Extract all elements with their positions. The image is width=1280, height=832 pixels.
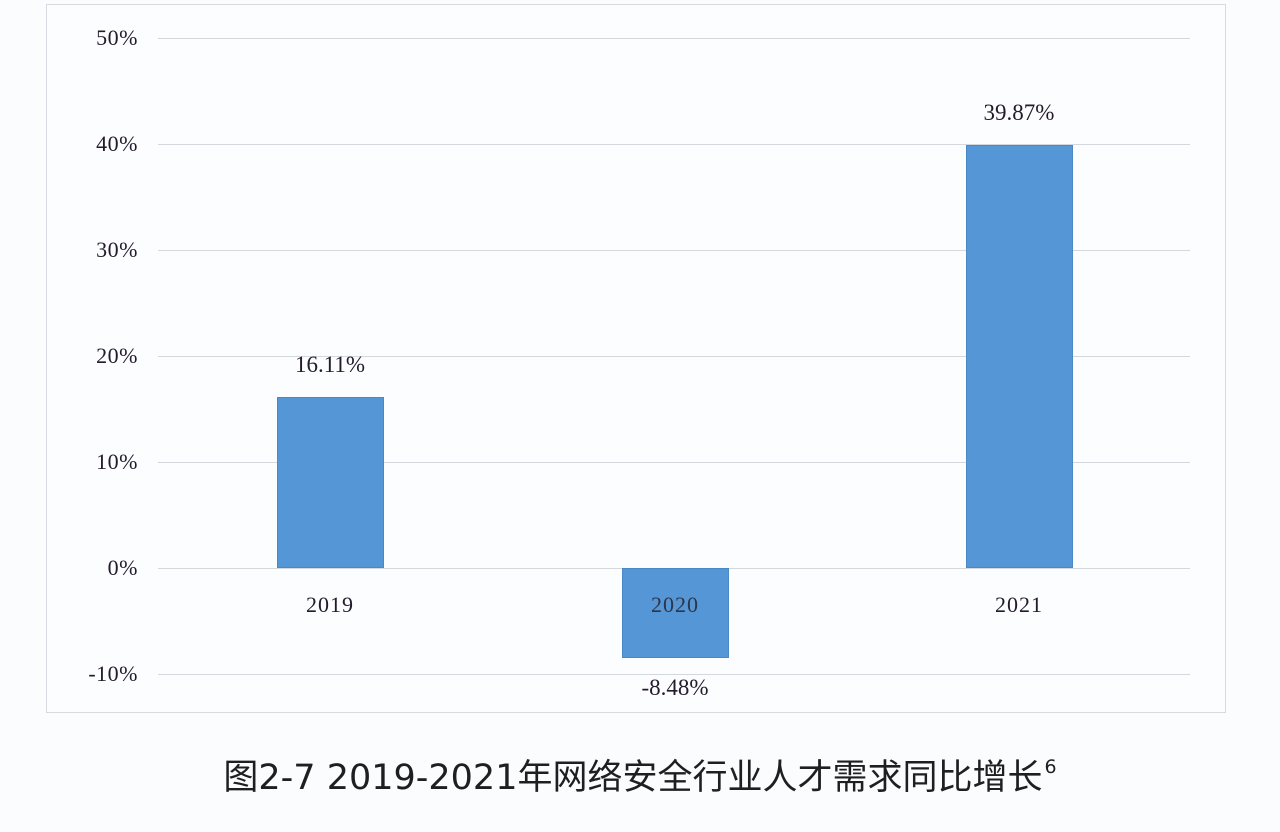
gridline — [158, 38, 1190, 39]
bar-2021 — [965, 145, 1073, 568]
y-tick-label: 30% — [96, 237, 138, 262]
y-tick-label: -10% — [88, 661, 138, 686]
y-tick-label: 40% — [96, 131, 138, 156]
y-tick-label: 50% — [96, 25, 138, 50]
data-label-2019: 16.11% — [294, 352, 366, 377]
gridline — [158, 674, 1190, 675]
bar-2019 — [276, 397, 384, 568]
gridline — [158, 356, 1190, 357]
x-tick-2021: 2021 — [995, 592, 1043, 617]
gridline — [158, 250, 1190, 251]
bar-2020 — [621, 568, 729, 658]
y-tick-label: 20% — [96, 343, 138, 368]
y-tick-label: 0% — [107, 555, 138, 580]
data-label-2021: 39.87% — [983, 100, 1055, 125]
y-tick-label: 10% — [96, 449, 138, 474]
caption-footnote-marker: 6 — [1044, 756, 1057, 778]
figure-caption: 图2-7 2019-2021年网络安全行业人才需求同比增长 6 — [0, 742, 1280, 803]
x-tick-2020: 2020 — [651, 592, 699, 617]
data-label-2020: -8.48% — [641, 675, 709, 700]
gridline — [158, 462, 1190, 463]
gridline — [158, 144, 1190, 145]
x-tick-2019: 2019 — [306, 592, 354, 617]
caption-text: 图2-7 2019-2021年网络安全行业人才需求同比增长 — [223, 758, 1043, 798]
